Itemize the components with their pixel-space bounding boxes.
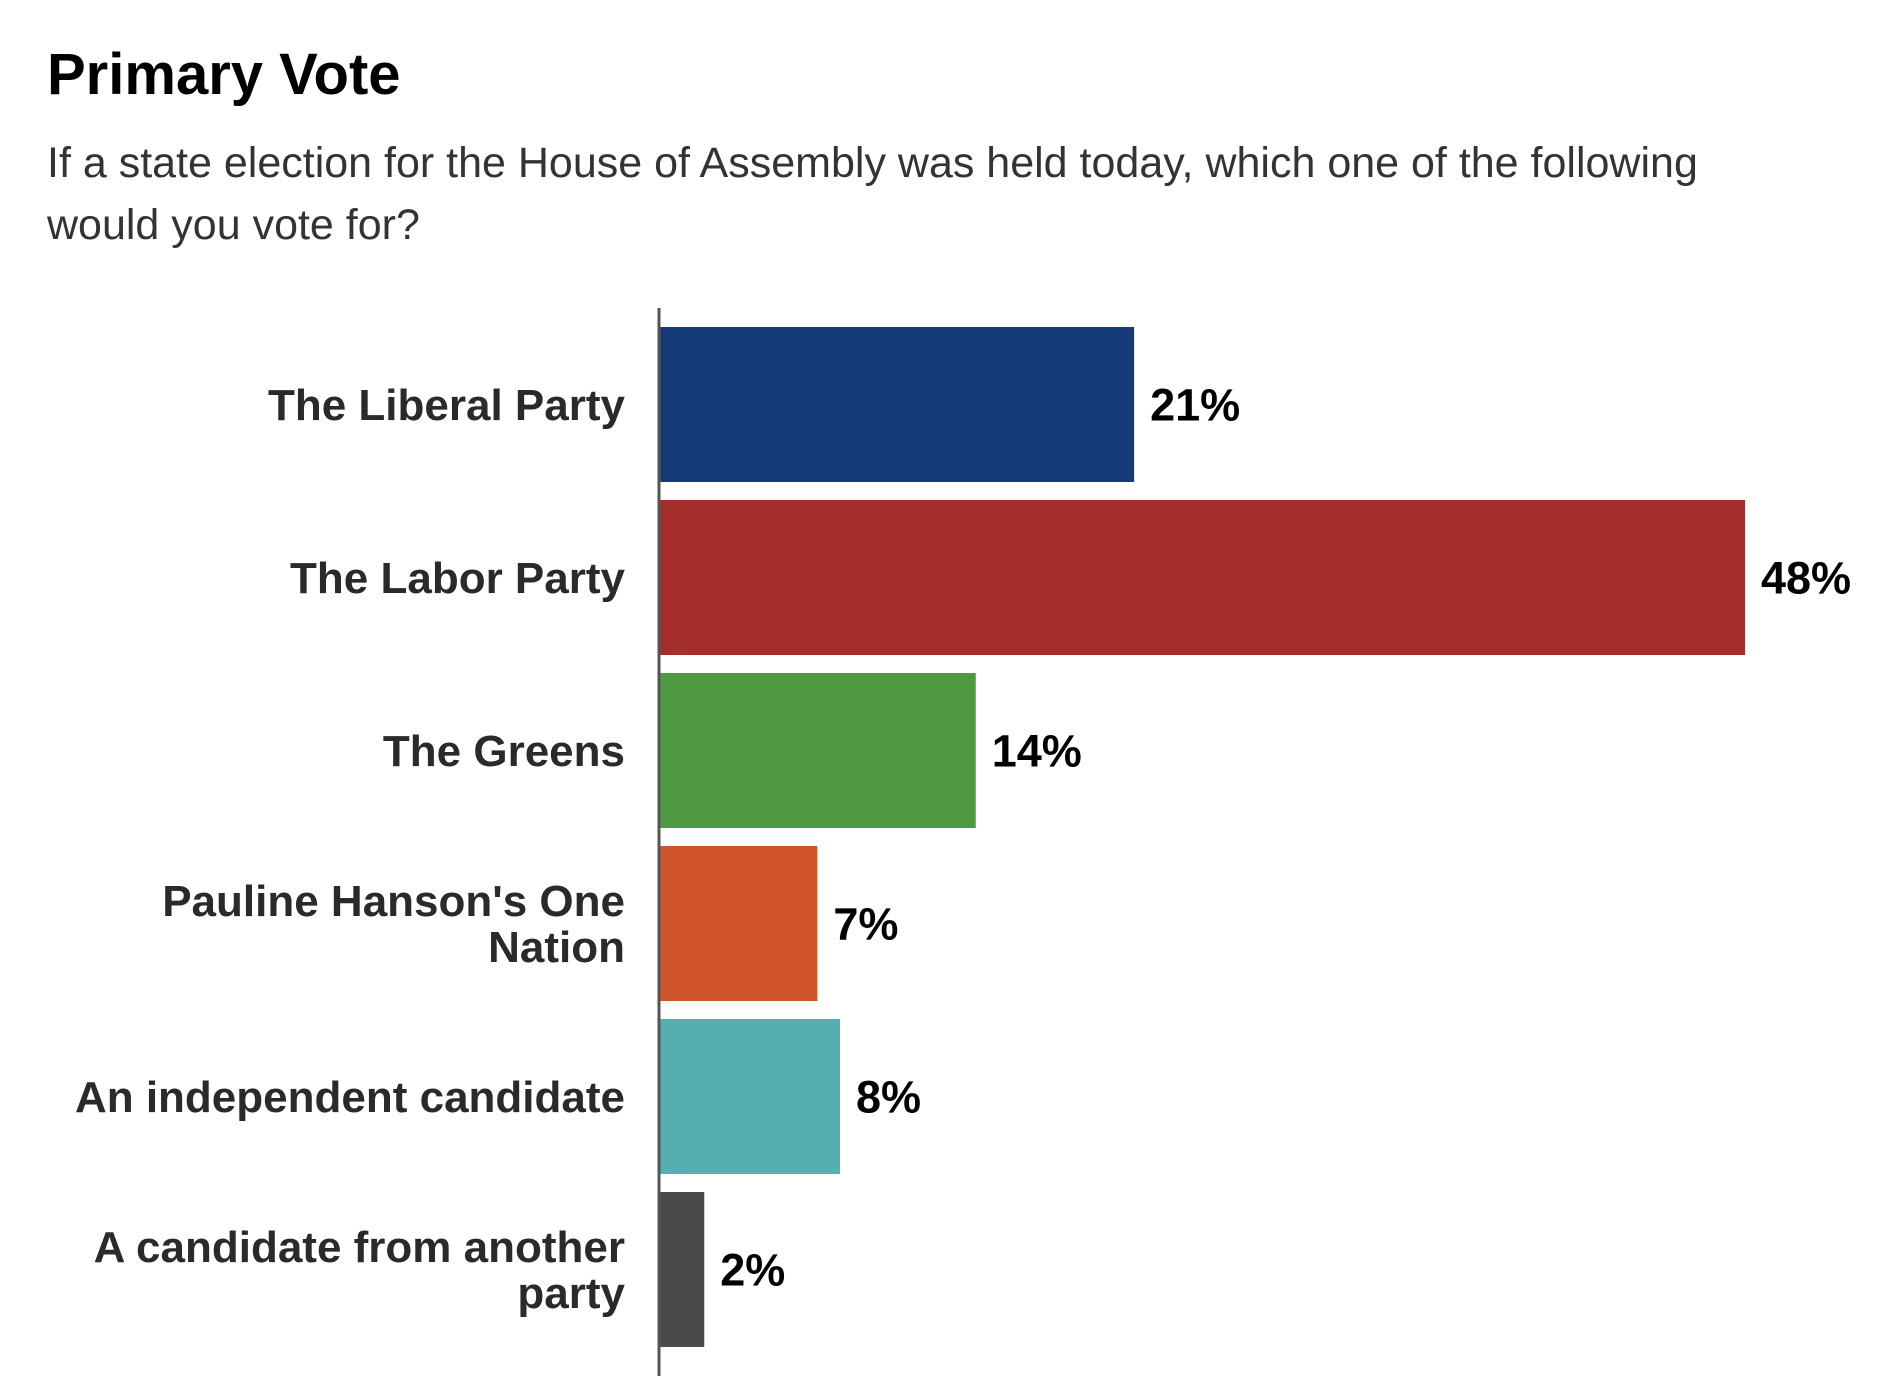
- bar-3: [659, 846, 818, 1001]
- chart-title: Primary Vote: [47, 42, 401, 107]
- chart-header: Primary Vote If a state election for the…: [47, 40, 1847, 256]
- category-label-line: A candidate from another: [94, 1223, 625, 1272]
- value-label-4: 8%: [856, 1071, 921, 1122]
- bar-4: [659, 1019, 840, 1174]
- category-label-line: The Greens: [383, 727, 625, 776]
- value-label-3: 7%: [833, 898, 898, 949]
- bar-5: [659, 1192, 705, 1347]
- value-label-2: 14%: [992, 725, 1082, 776]
- category-label-line: Nation: [488, 923, 625, 972]
- category-label-0: The Liberal Party: [268, 381, 626, 430]
- category-label-line: Pauline Hanson's One: [162, 877, 625, 926]
- value-label-5: 2%: [720, 1244, 785, 1295]
- category-label-line: An independent candidate: [75, 1073, 625, 1122]
- category-label-2: The Greens: [383, 727, 625, 776]
- value-label-0: 21%: [1150, 379, 1240, 430]
- value-label-1: 48%: [1761, 552, 1851, 603]
- bar-0: [659, 327, 1135, 482]
- category-label-line: The Labor Party: [290, 554, 625, 603]
- category-labels-layer: The Liberal Party The Labor Party The Gree…: [75, 381, 626, 1318]
- bar-1: [659, 500, 1745, 655]
- chart-subtitle: If a state election for the House of Ass…: [47, 139, 1698, 249]
- category-label-5: A candidate from another party: [94, 1223, 626, 1318]
- bar-2: [659, 673, 976, 828]
- category-label-3: Pauline Hanson's One Nation: [162, 877, 625, 972]
- value-labels-layer: 21% 48% 14% 7% 8% 2%: [720, 379, 1851, 1295]
- category-label-line: party: [517, 1269, 625, 1318]
- category-label-4: An independent candidate: [75, 1073, 625, 1122]
- bars-layer: [659, 327, 1745, 1347]
- category-label-1: The Labor Party: [290, 554, 625, 603]
- category-label-line: The Liberal Party: [268, 381, 626, 430]
